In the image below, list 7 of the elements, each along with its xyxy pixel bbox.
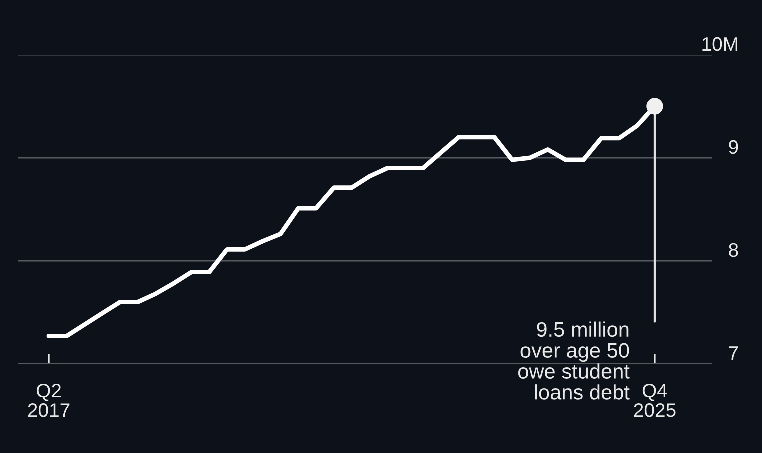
y-tick-label: 9 (729, 140, 738, 154)
x-tick-label: Q2 2017 (28, 384, 70, 418)
annotation: 9.5 million over age 50 owe student loans debt (518, 322, 630, 400)
y-tick-label: 10M (702, 37, 738, 52)
y-tick-label: 8 (729, 243, 738, 258)
y-tick-label: 7 (729, 346, 738, 360)
x-tick-label: Q4 2025 (634, 384, 676, 418)
